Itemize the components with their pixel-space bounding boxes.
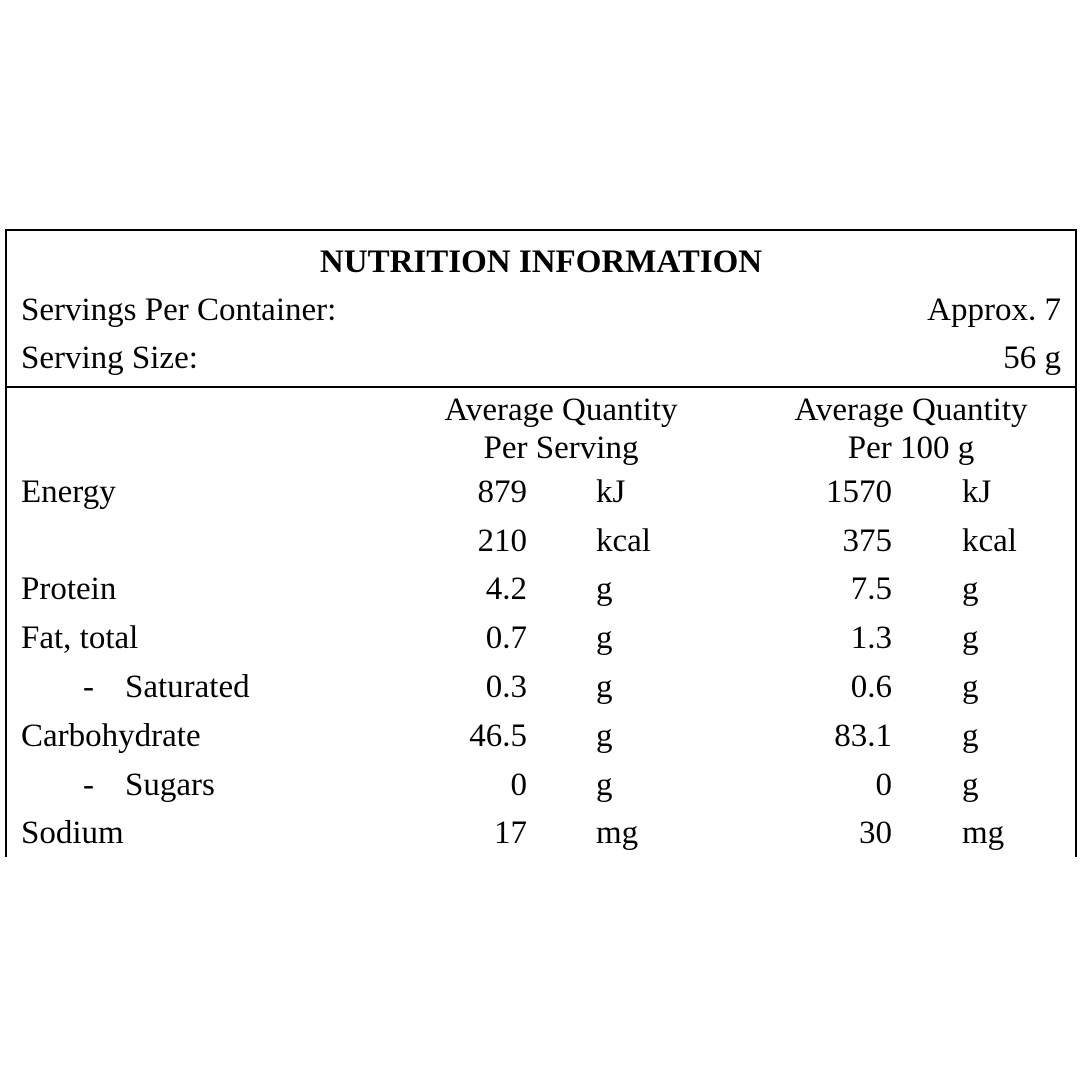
- per-serving-value: 17: [494, 815, 527, 851]
- per-100g-value: 0.6: [850, 669, 892, 705]
- per-serving-value: 0: [510, 767, 528, 803]
- per-100g-value: 1.3: [850, 620, 892, 656]
- per-serving-value: 46.5: [469, 718, 527, 754]
- per-serving-header-line1: Average Quantity: [444, 392, 678, 428]
- serving-size-label: Serving Size:: [21, 340, 198, 376]
- per-100g-value: 0: [875, 767, 893, 803]
- nutrient-label: Carbohydrate: [21, 718, 201, 754]
- per-100g-value: 83.1: [834, 718, 892, 754]
- sub-item-dash: -: [83, 767, 94, 803]
- sub-item-dash: -: [83, 669, 94, 705]
- per-serving-unit: kJ: [596, 474, 626, 510]
- per-100g-header-line1: Average Quantity: [794, 392, 1028, 428]
- per-serving-value: 0.3: [485, 669, 527, 705]
- per-serving-header-line2: Per Serving: [483, 430, 639, 466]
- per-serving-value: 0.7: [485, 620, 527, 656]
- per-serving-unit: g: [596, 718, 613, 754]
- panel-title: NUTRITION INFORMATION: [319, 244, 763, 280]
- per-100g-value: 30: [859, 815, 892, 851]
- per-serving-value: 879: [477, 474, 528, 510]
- nutrient-label: Protein: [21, 571, 117, 607]
- per-100g-unit: g: [962, 767, 979, 803]
- per-serving-unit: g: [596, 620, 613, 656]
- nutrient-label: Fat, total: [21, 620, 139, 656]
- nutrient-label: Sodium: [21, 815, 124, 851]
- per-100g-value: 375: [842, 523, 893, 559]
- nutrient-label: Energy: [21, 474, 116, 510]
- per-100g-unit: mg: [962, 815, 1005, 851]
- per-serving-unit: mg: [596, 815, 639, 851]
- per-serving-value: 4.2: [485, 571, 527, 607]
- servings-per-container-value: Approx. 7: [927, 292, 1061, 328]
- per-100g-header-line2: Per 100 g: [847, 430, 975, 466]
- per-100g-unit: g: [962, 669, 979, 705]
- per-serving-unit: g: [596, 571, 613, 607]
- serving-size-value: 56 g: [1003, 340, 1061, 376]
- per-100g-unit: kJ: [962, 474, 992, 510]
- section-divider: [7, 386, 1075, 388]
- nutrient-label: Saturated: [125, 669, 250, 705]
- per-100g-unit: g: [962, 620, 979, 656]
- servings-per-container-label: Servings Per Container:: [21, 292, 337, 328]
- per-100g-unit: g: [962, 571, 979, 607]
- per-serving-unit: g: [596, 669, 613, 705]
- nutrient-label: Sugars: [125, 767, 215, 803]
- per-serving-unit: kcal: [596, 523, 651, 559]
- per-100g-unit: g: [962, 718, 979, 754]
- per-100g-value: 1570: [826, 474, 892, 510]
- per-serving-value: 210: [477, 523, 528, 559]
- nutrition-panel: NUTRITION INFORMATION Servings Per Conta…: [5, 229, 1077, 857]
- per-serving-unit: g: [596, 767, 613, 803]
- per-100g-value: 7.5: [850, 571, 892, 607]
- per-100g-unit: kcal: [962, 523, 1017, 559]
